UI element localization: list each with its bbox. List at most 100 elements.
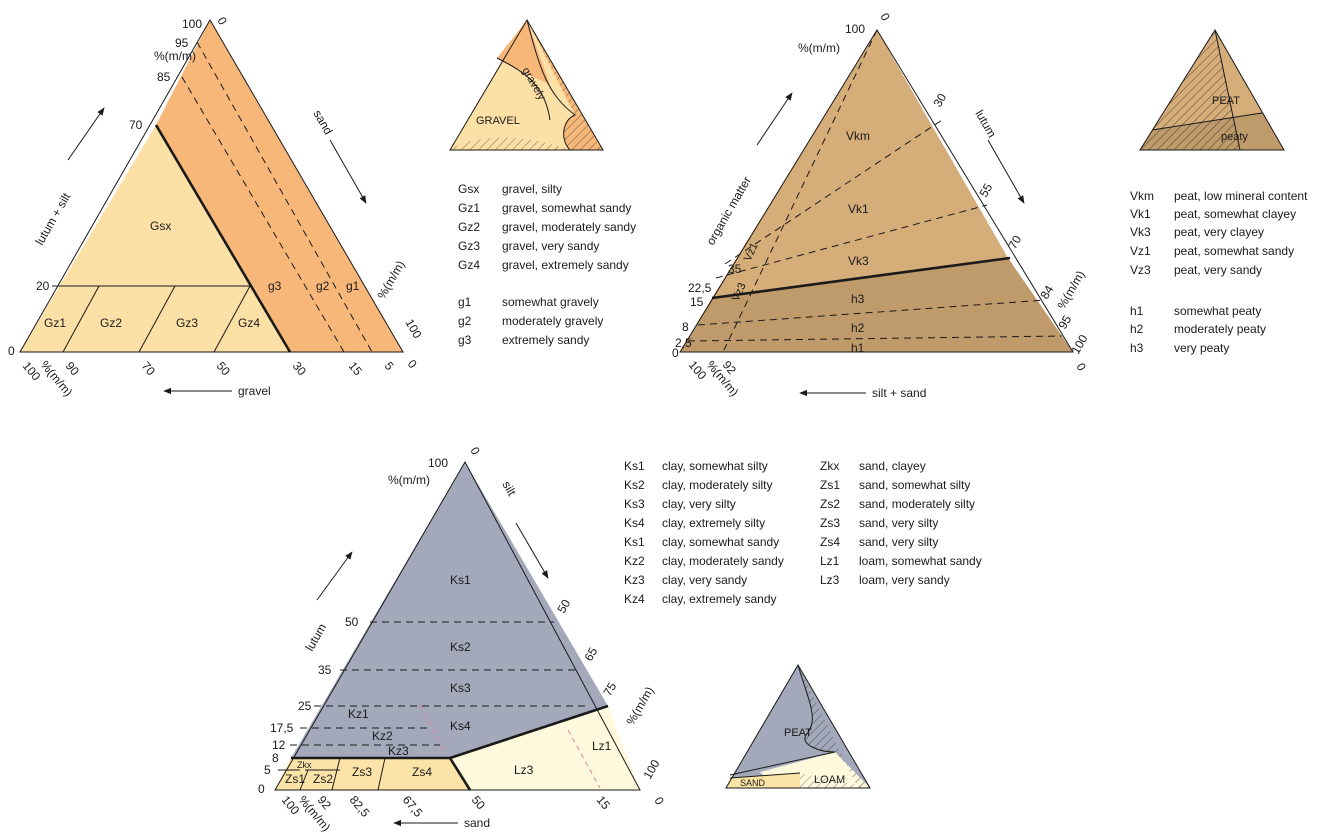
gravel-region-sand-band xyxy=(156,20,403,352)
peat-apex-zero: 0 xyxy=(877,11,893,24)
gravel-right-axis-title: sand xyxy=(310,108,335,138)
gravel-legend-code-3: Gz3 xyxy=(458,239,480,253)
gravel-bottom-axis-title: gravel xyxy=(238,384,271,398)
gravel-legend-code-6: g2 xyxy=(458,314,472,328)
gravel-region-g3: g3 xyxy=(268,279,282,293)
clay-legend2-code-0: Zkx xyxy=(820,459,839,473)
gravel-legend-desc-7: extremely sandy xyxy=(502,333,589,347)
clay-region-clay xyxy=(291,462,608,758)
peat-legend-desc-4: peat, very sandy xyxy=(1174,263,1262,277)
gravel-div-2 xyxy=(138,285,176,353)
clay-legend2-code-4: Zs4 xyxy=(820,535,840,549)
peat-legend-code-0: Vkm xyxy=(1130,189,1154,203)
peat-left-axis-title: organic matter xyxy=(703,174,753,247)
clay-div-zs3 xyxy=(377,757,386,791)
gravel-legend-desc-0: gravel, silty xyxy=(502,182,562,196)
clay-legend1-code-5: Kz2 xyxy=(624,554,645,568)
gravel-unit-label: %(m/m) xyxy=(154,49,196,63)
clay-region-loam xyxy=(450,706,640,790)
peat-legend-desc-5: somewhat peaty xyxy=(1174,304,1261,318)
peat-dash-95 xyxy=(687,335,1063,342)
gravel-tick-0: 0 xyxy=(8,344,15,358)
clay-legend2-desc-1: sand, somewhat silty xyxy=(859,478,970,492)
clay-region-kz3: Kz3 xyxy=(388,744,409,758)
peat-left-tick-35: 35 xyxy=(728,262,742,276)
peat-bottom-axis-title: silt + sand xyxy=(872,386,926,400)
gravel-bottom-tick-0: 0 xyxy=(405,357,420,371)
gravel-legend-code-0: Gsx xyxy=(458,182,479,196)
gravel-tick-95: 95 xyxy=(175,36,189,50)
clay-div-zs1 xyxy=(299,769,309,791)
clay-left-tick-0: 0 xyxy=(258,782,265,796)
clay-region-sand xyxy=(275,758,470,790)
peat-left-tick-0: 0 xyxy=(672,346,679,360)
clay-left-arrow xyxy=(316,551,353,601)
clay-left-tick-5: 5 xyxy=(264,763,271,777)
peat-outline xyxy=(679,29,1074,353)
gravel-apex-value: 100 xyxy=(182,17,202,31)
peat-left-tick-2-5: 2,5 xyxy=(675,336,692,350)
peat-legend-code-1: Vk1 xyxy=(1130,207,1151,221)
peat-triangle: 100 0 %(m/m) 35 22,5 15 8 2,5 0 30 55 70… xyxy=(672,11,1091,401)
clay-right-axis-title: silt xyxy=(499,479,519,499)
peat-right-unit: %(m/m) xyxy=(1054,268,1087,311)
gravel-region-gz4: Gz4 xyxy=(238,316,260,330)
peat-mini-label-peat: PEAT xyxy=(1212,95,1240,107)
gravel-right-arrow xyxy=(329,139,367,204)
peat-legend-desc-1: peat, somewhat clayey xyxy=(1174,207,1296,221)
clay-legend1-code-4: Ks1 xyxy=(624,535,645,549)
clay-legend2-code-2: Zs2 xyxy=(820,497,840,511)
peat-region-vkm: Vkm xyxy=(846,129,870,143)
peat-legend-desc-7: very peaty xyxy=(1174,341,1229,355)
clay-right-tick-100: 100 xyxy=(640,757,662,782)
gravel-outline xyxy=(19,18,404,353)
peat-right-tick-30: 30 xyxy=(930,91,949,110)
peat-left-tick-22-5: 22,5 xyxy=(688,281,712,295)
gravel-mini-triangle: GRAVEL gravely xyxy=(449,19,604,151)
clay-region-zs1: Zs1 xyxy=(285,772,305,786)
peat-dash-30 xyxy=(724,117,946,265)
gravel-bottom-tick-100: 100 xyxy=(20,359,44,384)
peat-right-arrow xyxy=(987,139,1025,204)
clay-bottom-tick-15: 15 xyxy=(594,793,614,812)
clay-legend1-code-7: Kz4 xyxy=(624,592,645,606)
clay-region-zs2: Zs2 xyxy=(313,772,333,786)
gravel-legend-code-1: Gz1 xyxy=(458,201,480,215)
clay-bold-loam xyxy=(449,704,609,760)
clay-left-tick-8: 8 xyxy=(272,751,279,765)
peat-legend-code-2: Vk3 xyxy=(1130,225,1151,239)
clay-legend1-code-6: Kz3 xyxy=(624,573,645,587)
gravel-legend-code-4: Gz4 xyxy=(458,258,480,272)
clay-left-tick-12: 12 xyxy=(272,738,286,752)
clay-legend1-code-2: Ks3 xyxy=(624,497,645,511)
gravel-bottom-tick-70: 70 xyxy=(139,359,159,378)
gravel-bottom-tick-30: 30 xyxy=(290,359,310,378)
gravel-left-axis-title: lutum + silt xyxy=(32,190,73,248)
clay-mini-label-sand: SAND xyxy=(740,778,766,788)
clay-bottom-tick-50: 50 xyxy=(469,793,489,812)
peat-mini-label-peaty: peaty xyxy=(1221,131,1248,143)
peat-region-vk1: Vk1 xyxy=(848,202,869,216)
clay-legend1-desc-5: clay, moderately sandy xyxy=(662,554,784,568)
peat-left-tick-8: 8 xyxy=(682,320,689,334)
clay-legend2-desc-2: sand, moderately silty xyxy=(859,497,975,511)
clay-div-zs2 xyxy=(331,757,341,791)
gravel-bottom-tick-90: 90 xyxy=(63,359,83,378)
peat-legend-code-4: Vz3 xyxy=(1130,263,1151,277)
peat-legend-code-6: h2 xyxy=(1130,322,1144,336)
clay-pink-dash-2 xyxy=(567,729,601,789)
clay-region-kz2: Kz2 xyxy=(372,729,393,743)
gravel-tick-20: 20 xyxy=(36,279,50,293)
gravel-legend-desc-6: moderately gravely xyxy=(502,314,603,328)
peat-region-h2: h2 xyxy=(851,321,865,335)
clay-bottom-axis-title: sand xyxy=(464,816,490,830)
peat-bottom-tick-100: 100 xyxy=(686,358,710,383)
peat-region-top xyxy=(712,30,1008,298)
gravel-right-unit: %(m/m) xyxy=(374,258,407,301)
peat-right-tick-70: 70 xyxy=(1005,233,1024,252)
peat-right-axis-title: lutum xyxy=(972,108,999,140)
gravel-legend-code-2: Gz2 xyxy=(458,220,480,234)
gravel-legend-code-7: g3 xyxy=(458,333,472,347)
gravel-tick-85: 85 xyxy=(157,70,171,84)
